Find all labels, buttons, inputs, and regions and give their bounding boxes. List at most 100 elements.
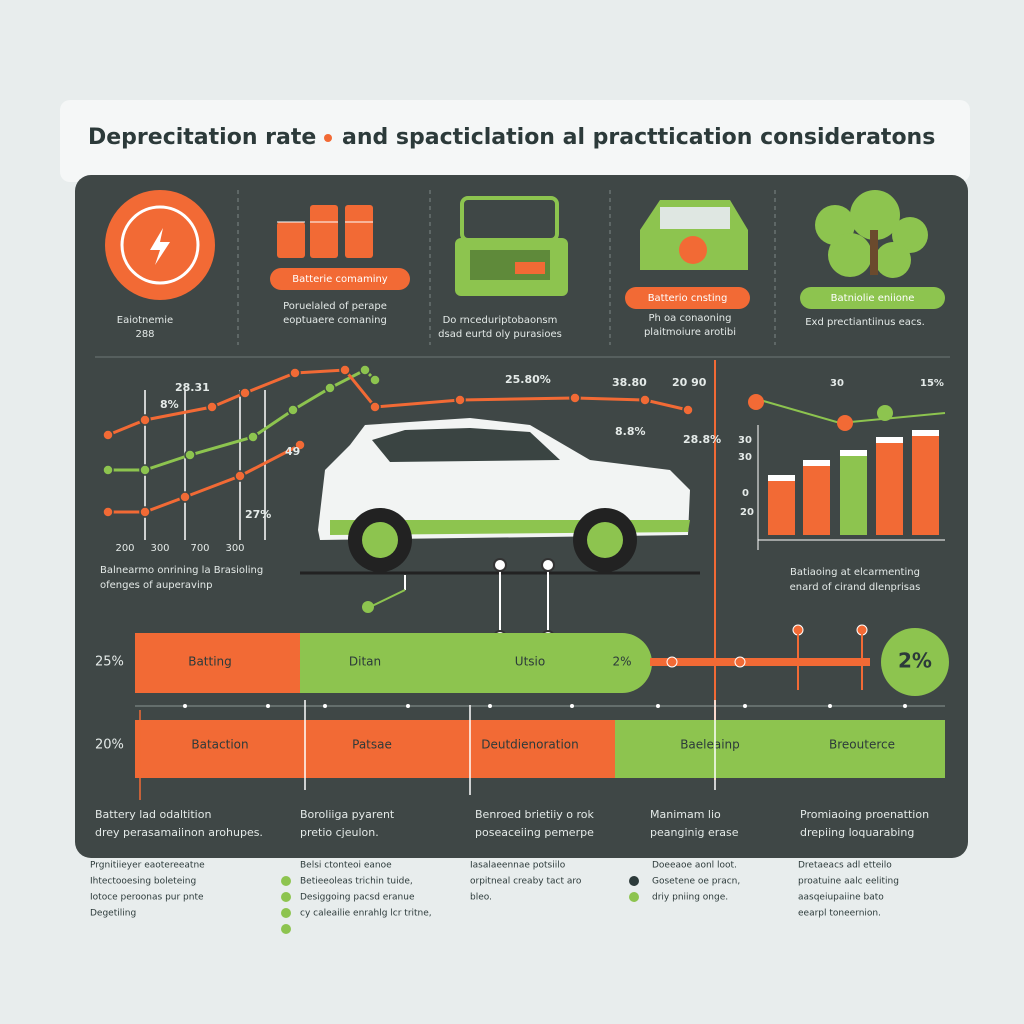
band-segment: Deutdienoration [481, 738, 579, 752]
footer-text: cy caleailie enrahlg lcr tritne, [300, 909, 432, 919]
bullet [629, 892, 639, 902]
point [454, 394, 466, 406]
band [135, 633, 305, 693]
point [139, 506, 151, 518]
point [102, 506, 114, 518]
caption: Promiaoing proenattion [800, 808, 929, 821]
band-segment: Ditan [349, 655, 381, 669]
caption: pretio cjeulon. [300, 826, 379, 839]
footer-text: bleo. [470, 893, 492, 903]
badge [881, 628, 949, 696]
node [493, 558, 507, 572]
node [362, 601, 374, 613]
bar [803, 460, 830, 535]
point [339, 364, 351, 376]
point [139, 414, 151, 426]
pill [625, 287, 750, 309]
tree [828, 233, 872, 277]
cell [345, 205, 373, 258]
bullet [281, 924, 291, 934]
tick-dot [323, 704, 327, 708]
icon-caption: Eaiotnemie [117, 315, 173, 326]
bullet [629, 876, 639, 886]
caption: Boroliiga pyarent [300, 808, 395, 821]
point [287, 404, 299, 416]
pill-label: Batniolie eniione [831, 293, 915, 304]
footer-text: driy pniing onge. [652, 893, 728, 903]
band-segment: Baeleainp [680, 738, 740, 752]
footer-text: proatuine aalc eeliting [798, 877, 899, 887]
chart-caption: enard of cirand dlenprisas [790, 582, 921, 593]
tick-dot [488, 704, 492, 708]
point [639, 394, 651, 406]
footer-text: Betieeoleas trichin tuide, [300, 877, 413, 887]
bolt [150, 228, 170, 265]
x-label: 300 [225, 543, 244, 554]
band-label: 25% [95, 655, 124, 670]
point [294, 439, 306, 451]
point [324, 382, 336, 394]
bar [768, 475, 795, 535]
icon-caption: plaitmoiure arotibi [644, 327, 736, 338]
cell [277, 222, 305, 258]
caption: Manimam lio [650, 808, 721, 821]
bar [912, 430, 939, 535]
footer-text: Gosetene oe pracn, [652, 877, 740, 887]
pill [270, 268, 410, 290]
chart-label: 20 [740, 507, 754, 518]
line-b [108, 368, 377, 472]
band-segment: Patsae [352, 738, 392, 752]
band-segment: Bataction [191, 738, 248, 752]
icon-caption: Do rnceduriptobaonsm [443, 315, 558, 326]
cell [310, 205, 338, 258]
caption: peanginig erase [650, 826, 739, 839]
point [369, 401, 381, 413]
bullet [281, 892, 291, 902]
point [682, 404, 694, 416]
bar-cap [803, 460, 830, 466]
bar [876, 437, 903, 535]
footer-text: aasqeiupaiine bato [798, 893, 884, 903]
connector [369, 589, 406, 608]
footer-text: orpitneal creaby tact aro [470, 877, 582, 887]
bar-cap [840, 450, 867, 456]
tick-dot [903, 704, 907, 708]
point [359, 364, 371, 376]
point [369, 374, 381, 386]
band-segment: Batting [188, 655, 232, 669]
point [102, 429, 114, 441]
tick-dot [266, 704, 270, 708]
footer-text: Doeeaoe aonl loot. [652, 861, 737, 871]
point [247, 431, 259, 443]
icon-caption: Exd prectiantiinus eacs. [805, 317, 925, 328]
point [139, 464, 151, 476]
title-band [60, 100, 970, 182]
title-dot [324, 134, 332, 142]
point [877, 405, 893, 421]
bar-cap [912, 430, 939, 436]
icon-caption: dsad eurtd oly purasioes [438, 329, 562, 340]
battery-ring [120, 205, 200, 285]
icon-caption: eoptuaere comaning [283, 315, 387, 326]
band-segment: Breouterce [829, 738, 895, 752]
x-label: 300 [150, 543, 169, 554]
pill-label: Batterie comaminy [292, 274, 388, 285]
chart-label: 15% [920, 378, 944, 389]
box-tag [515, 262, 545, 274]
band [135, 720, 615, 778]
icon-caption: 288 [135, 329, 154, 340]
rim [587, 522, 623, 558]
icon-caption: Ph oa conaoning [649, 313, 732, 324]
point [569, 392, 581, 404]
tick-dot [406, 704, 410, 708]
car-window [660, 207, 730, 229]
tree [875, 242, 911, 278]
footer-text: Ihtectooesing boleteing [90, 877, 196, 887]
chart-label: 8% [160, 398, 179, 411]
x-label: 200 [115, 543, 134, 554]
bar [840, 450, 867, 535]
chart-label: 8.8% [615, 425, 646, 438]
car-badge [679, 236, 707, 264]
footer-text: eearpl toneernion. [798, 909, 881, 919]
